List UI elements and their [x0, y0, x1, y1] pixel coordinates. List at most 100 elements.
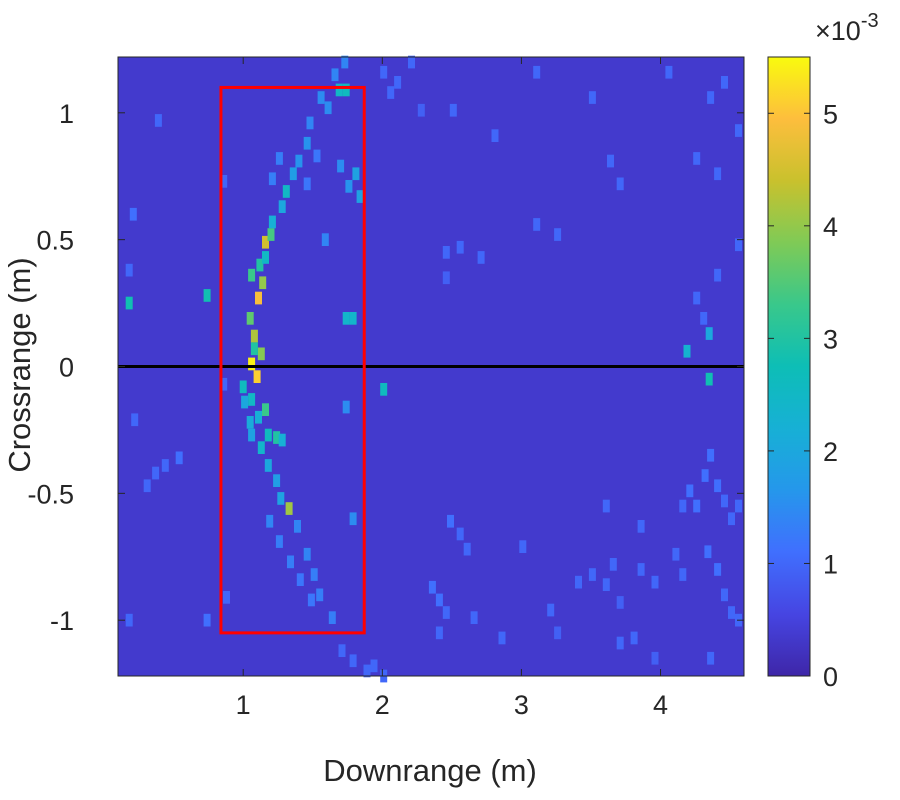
heatmap-cell	[338, 644, 346, 657]
heatmap-cell	[665, 65, 673, 79]
colorbar-tick-label: 3	[823, 324, 838, 354]
heatmap-cell	[324, 101, 332, 115]
heatmap-cell	[262, 251, 269, 264]
heatmap-cell	[264, 459, 272, 472]
heatmap-cell	[533, 65, 541, 79]
heatmap-cell	[435, 626, 443, 640]
heatmap-cell	[255, 291, 262, 305]
heatmap-cell	[307, 593, 315, 607]
heatmap-cell	[449, 103, 457, 117]
heatmap-cell	[363, 664, 371, 678]
heatmap-cell	[349, 654, 357, 668]
heatmap-cell	[277, 492, 285, 505]
heatmap-cell	[735, 124, 742, 137]
heatmap-cell	[152, 466, 160, 480]
heatmap-cell	[701, 469, 709, 482]
heatmap-cell	[273, 474, 281, 487]
heatmap-cell	[352, 167, 360, 181]
heatmap-cell	[317, 91, 325, 104]
heatmap-cell	[287, 555, 294, 569]
heatmap-cell	[707, 651, 715, 665]
highlight-rectangle	[219, 85, 366, 635]
y-tick-label: 0.5	[36, 226, 74, 256]
heatmap-cell	[143, 479, 151, 493]
heatmap-cell	[721, 588, 728, 602]
heatmap-cell	[728, 606, 735, 619]
heatmap-cell	[241, 395, 249, 409]
heatmap-cell	[693, 499, 701, 513]
heatmap-cell	[246, 416, 254, 429]
heatmap-cell	[331, 68, 339, 82]
y-tick-label: -0.5	[27, 479, 74, 509]
colorbar-multiplier-exponent: -3	[861, 10, 879, 32]
y-tick-label: 1	[59, 99, 74, 129]
heatmap-cell	[498, 631, 506, 645]
heatmap-cell	[700, 312, 708, 325]
heatmap-cell	[278, 200, 286, 213]
heatmap-cell	[335, 83, 343, 97]
heatmap-cell	[394, 76, 402, 89]
heatmap-cell	[679, 499, 687, 513]
heatmap-cell	[275, 535, 283, 548]
heatmap-cell	[679, 568, 687, 581]
axes: 1 2 3 4 -1 -0.5 0 0.5 1	[27, 56, 745, 720]
heatmap-cell	[704, 545, 712, 559]
heatmap-cell	[282, 185, 290, 198]
heatmap-cell	[259, 276, 267, 290]
heatmap-cell	[303, 547, 311, 561]
heatmap-cell	[435, 593, 443, 607]
heatmap-cell	[303, 177, 311, 191]
heatmap-cell	[337, 159, 345, 173]
heatmap-cell	[278, 433, 286, 447]
heatmap-cell	[248, 268, 256, 282]
heatmap-cell	[728, 512, 735, 526]
heatmap-cell	[442, 271, 450, 285]
heatmap-cell	[408, 55, 415, 69]
heatmap-cell	[125, 613, 133, 627]
heatmap-cell	[735, 238, 742, 252]
colorbar-tick-label: 5	[823, 99, 838, 129]
heatmap-cell	[125, 263, 133, 277]
y-tick-label: -1	[50, 606, 74, 636]
heatmap-cell	[602, 578, 610, 591]
y-tick-label: 0	[59, 353, 74, 383]
heatmap-cell	[683, 344, 691, 358]
heatmap-cell	[456, 527, 464, 541]
heatmap-cell	[220, 377, 228, 391]
y-axis-title: Crossrange (m)	[2, 257, 37, 472]
heatmap-cell	[616, 596, 624, 609]
heatmap-cell	[721, 494, 728, 508]
heatmap-cell	[342, 312, 350, 325]
heatmap-cell	[387, 86, 395, 99]
heatmap-cell	[266, 514, 274, 528]
heatmap-cell	[275, 152, 283, 165]
heatmap-cell	[255, 410, 262, 424]
heatmap-cell	[547, 603, 555, 617]
heatmap-cell	[239, 380, 247, 394]
heatmap-cell	[442, 606, 450, 619]
heatmap-cell	[637, 563, 645, 576]
heatmap-cell	[267, 228, 275, 241]
colorbar-tick-label: 1	[823, 549, 838, 579]
heatmap-cell	[693, 152, 701, 165]
heatmap-cell	[616, 177, 624, 191]
heatmap-cell	[705, 372, 713, 386]
heatmap-cell	[129, 207, 137, 221]
heatmap-cell	[470, 611, 478, 624]
heatmap-cell	[533, 218, 541, 231]
heatmap-cell	[154, 114, 162, 127]
heatmap-cell	[721, 76, 728, 89]
heatmap-cell	[602, 499, 610, 513]
heatmap-cell	[417, 103, 425, 117]
heatmap-cell	[588, 91, 596, 104]
heatmap-cell	[380, 65, 388, 79]
heatmap-cell	[262, 235, 269, 249]
heatmap-cell	[250, 329, 258, 343]
heatmap-cell	[609, 558, 617, 571]
colorbar: 0 1 2 3 4 5 ×10-3	[767, 10, 879, 692]
heatmap-cell	[442, 246, 450, 259]
heatmap-cell	[313, 149, 321, 163]
heatmap-cell	[714, 563, 722, 576]
heatmap-cell	[294, 520, 301, 533]
heatmap-cell	[707, 91, 715, 104]
